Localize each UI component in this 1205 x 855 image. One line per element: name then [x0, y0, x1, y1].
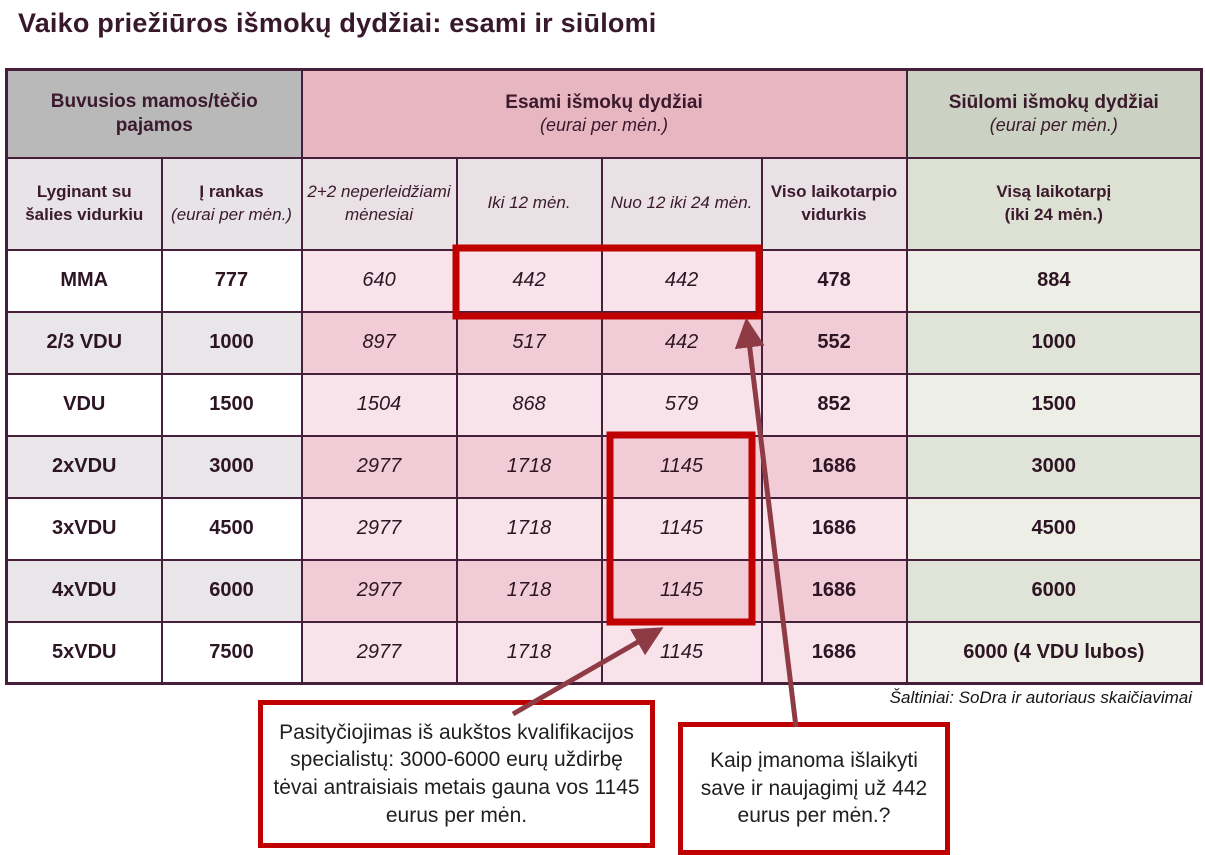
table-cell: 2977: [300, 434, 458, 499]
group-header-proposed: Siūlomi išmokų dydžiai (eurai per mėn.): [905, 68, 1203, 159]
table-cell: 640: [300, 248, 458, 313]
table-cell: 517: [455, 310, 603, 375]
table-cell: 6000: [905, 558, 1203, 623]
table-cell: 897: [300, 310, 458, 375]
column-header-label: Į rankas: [199, 182, 264, 202]
table-row-mma: MMA 777 640 442 442 478 884: [5, 248, 1203, 313]
table-cell: 2977: [300, 558, 458, 623]
table-cell: 1145: [600, 434, 763, 499]
column-header-12-to-24: Nuo 12 iki 24 mėn.: [600, 156, 763, 251]
table-cell: 1718: [455, 496, 603, 561]
callout-text: Pasityčiojimas iš aukštos kvalifikacijos…: [273, 720, 640, 827]
group-header-sub: (eurai per mėn.): [540, 115, 669, 136]
table-cell: 1718: [455, 558, 603, 623]
table-cell: 777: [160, 248, 303, 313]
table-row-2-3-vdu: 2/3 VDU 1000 897 517 442 552 1000: [5, 310, 1203, 375]
table-cell: 2977: [300, 620, 458, 685]
table-cell: 3000: [905, 434, 1203, 499]
column-header-label: Iki 12 mėn.: [487, 193, 571, 213]
table-cell: 1686: [760, 496, 908, 561]
table-cell: 5xVDU: [5, 620, 163, 685]
table-cell: 1718: [455, 434, 603, 499]
table-cell: 552: [760, 310, 908, 375]
table-cell: 2/3 VDU: [5, 310, 163, 375]
group-header-sub: (eurai per mėn.): [989, 115, 1118, 136]
column-header-label: Visą laikotarpį: [996, 182, 1112, 202]
table-cell: 1686: [760, 434, 908, 499]
table-cell: 1000: [905, 310, 1203, 375]
column-header-period-average: Viso laikotarpio vidurkis: [760, 156, 908, 251]
column-header-label: 2+2 neperleidžiami mėnesiai: [307, 182, 451, 224]
group-header-row: Buvusios mamos/tėčio pajamos Esami išmok…: [5, 68, 1203, 159]
table-cell: 1504: [300, 372, 458, 437]
table-cell: 884: [905, 248, 1203, 313]
column-header-until-12: Iki 12 mėn.: [455, 156, 603, 251]
table-row-2x-vdu: 2xVDU 3000 2977 1718 1145 1686 3000: [5, 434, 1203, 499]
table-cell: 1718: [455, 620, 603, 685]
table-cell: 1500: [160, 372, 303, 437]
table-cell: MMA: [5, 248, 163, 313]
table-cell: 1500: [905, 372, 1203, 437]
table-cell: 1686: [760, 620, 908, 685]
group-header-label: Esami išmokų dydžiai: [505, 91, 703, 113]
table-row-vdu: VDU 1500 1504 868 579 852 1500: [5, 372, 1203, 437]
column-header-row: Lyginant su šalies vidurkiu Į rankas (eu…: [5, 156, 1203, 251]
table-cell: 3000: [160, 434, 303, 499]
column-header-label: Viso laikotarpio vidurkis: [770, 182, 898, 224]
table-cell: 852: [760, 372, 908, 437]
table-cell: 579: [600, 372, 763, 437]
column-header-comparison: Lyginant su šalies vidurkiu: [5, 156, 163, 251]
table-cell: 1686: [760, 558, 908, 623]
table-cell: 1145: [600, 558, 763, 623]
callout-text: Kaip įmanoma išlaikyti save ir naujagimį…: [700, 748, 928, 828]
table-row-5x-vdu: 5xVDU 7500 2977 1718 1145 1686 6000 (4 V…: [5, 620, 1203, 685]
column-header-sub: (iki 24 mėn.): [1004, 204, 1103, 224]
group-header-income: Buvusios mamos/tėčio pajamos: [5, 68, 303, 159]
table-cell: 442: [600, 310, 763, 375]
table-cell: 6000 (4 VDU lubos): [905, 620, 1203, 685]
callout-442: Kaip įmanoma išlaikyti save ir naujagimį…: [678, 722, 950, 855]
benefits-table: Buvusios mamos/tėčio pajamos Esami išmok…: [5, 68, 1204, 685]
table-cell: 7500: [160, 620, 303, 685]
table-cell: 1000: [160, 310, 303, 375]
table-cell: 442: [600, 248, 763, 313]
source-note: Šaltiniai: SoDra ir autoriaus skaičiavim…: [889, 688, 1192, 707]
table-cell: 2xVDU: [5, 434, 163, 499]
column-header-nontransferable: 2+2 neperleidžiami mėnesiai: [300, 156, 458, 251]
table-cell: 2977: [300, 496, 458, 561]
table-row-4x-vdu: 4xVDU 6000 2977 1718 1145 1686 6000: [5, 558, 1203, 623]
table-cell: VDU: [5, 372, 163, 437]
table-cell: 3xVDU: [5, 496, 163, 561]
table-cell: 1145: [600, 620, 763, 685]
table-cell: 868: [455, 372, 603, 437]
column-header-net: Į rankas (eurai per mėn.): [160, 156, 303, 251]
column-header-sub: (eurai per mėn.): [171, 204, 292, 224]
column-header-label: Lyginant su šalies vidurkiu: [25, 182, 144, 224]
table-cell: 442: [455, 248, 603, 313]
column-header-whole-period: Visą laikotarpį (iki 24 mėn.): [905, 156, 1203, 251]
table-row-3x-vdu: 3xVDU 4500 2977 1718 1145 1686 4500: [5, 496, 1203, 561]
table-cell: 4500: [905, 496, 1203, 561]
table-cell: 4500: [160, 496, 303, 561]
column-header-label: Nuo 12 iki 24 mėn.: [610, 193, 753, 213]
group-header-label: Buvusios mamos/tėčio pajamos: [50, 91, 258, 136]
table-cell: 6000: [160, 558, 303, 623]
group-header-label: Siūlomi išmokų dydžiai: [948, 91, 1159, 113]
table-cell: 4xVDU: [5, 558, 163, 623]
callout-1145: Pasityčiojimas iš aukštos kvalifikacijos…: [258, 700, 655, 848]
table-cell: 1145: [600, 496, 763, 561]
group-header-current: Esami išmokų dydžiai (eurai per mėn.): [300, 68, 908, 159]
page-title: Vaiko priežiūros išmokų dydžiai: esami i…: [18, 8, 657, 38]
table-cell: 478: [760, 248, 908, 313]
